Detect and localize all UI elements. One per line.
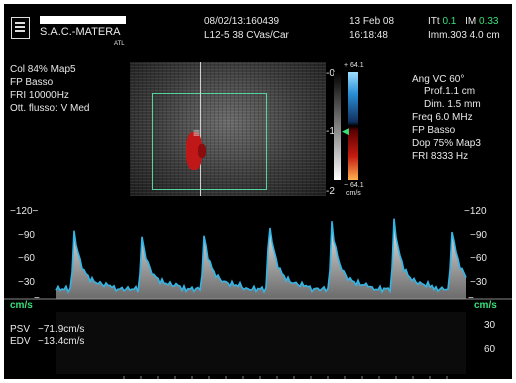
brand-label: ATL	[114, 41, 125, 47]
color-scale-top: + 64.1	[344, 62, 364, 69]
color-filter: FP Basso	[10, 77, 54, 88]
thermal-index: ITt 0.1 IM 0.33	[428, 16, 499, 27]
color-box-roi	[152, 93, 267, 190]
edv-label: EDV	[10, 336, 31, 347]
depth-label: -2	[326, 186, 335, 197]
color-gain: Col 84% Map5	[10, 64, 76, 75]
doppler-gain: Dop 75% Map3	[412, 138, 481, 149]
velocity-scale-label: −60	[18, 253, 35, 264]
depth-label: -1	[326, 126, 335, 137]
psv-value: −71.9cm/s	[38, 324, 85, 335]
velocity-scale-label-right: 60	[484, 344, 496, 355]
doppler-angle: Ang VC 60°	[412, 74, 465, 85]
velocity-scale-label-right: −	[468, 293, 474, 304]
spectral-fill	[56, 218, 466, 299]
velocity-scale-label-right: −120	[464, 206, 487, 217]
velocity-scale-label: −	[34, 293, 40, 304]
sample-gate-icon: ≡	[193, 126, 201, 140]
image-info: Imm.303 4.0 cm	[428, 30, 500, 41]
velocity-unit-left: cm/s	[10, 300, 33, 311]
velocity-scale-label: −120−	[10, 206, 39, 217]
velocity-scale-label-right: 30	[484, 320, 496, 331]
doppler-prf: FRI 8333 Hz	[412, 151, 469, 162]
center-name: S.A.C.-MATERA	[40, 26, 121, 38]
velocity-scale-label-right: −60	[470, 253, 487, 264]
doppler-filter: FP Basso	[412, 125, 456, 136]
depth-label: -0	[326, 68, 335, 79]
velocity-unit-right: cm/s	[474, 300, 497, 311]
psv-label: PSV	[10, 324, 31, 335]
baseline-marker-icon: ◀	[342, 126, 349, 136]
velocity-scale-label: −90	[18, 230, 35, 241]
ultrasound-screen: S.A.C.-MATERA ATL 08/02/13:160439 L12-5 …	[4, 4, 512, 379]
velocity-scale-label-right: −30	[470, 277, 487, 288]
study-id: 08/02/13:160439	[204, 16, 280, 27]
spectral-envelope	[55, 218, 467, 294]
color-scale-bottom: − 64.1	[344, 182, 364, 189]
doppler-frequency: Freq 6.0 MHz	[412, 112, 473, 123]
redacted-patient-name	[40, 16, 126, 24]
velocity-scale-label-right: −90	[470, 230, 487, 241]
gate-size: Dim. 1.5 mm	[424, 99, 481, 110]
below-baseline-noise	[56, 312, 466, 374]
velocity-scale-label: −30	[18, 277, 35, 288]
b-mode-image	[130, 62, 326, 196]
probe-preset: L12-5 38 CVas/Car	[204, 30, 289, 41]
color-flow-signal	[186, 132, 202, 170]
gate-depth: Prof.1.1 cm	[424, 86, 476, 97]
spectral-doppler-trace	[4, 218, 512, 379]
doppler-cursor-line	[200, 62, 201, 196]
color-scale-bar	[348, 72, 358, 180]
exam-date: 13 Feb 08	[349, 16, 395, 27]
edv-value: −13.4cm/s	[38, 336, 85, 347]
exam-time: 16:18:48	[349, 30, 388, 41]
color-scale-unit: cm/s	[346, 190, 361, 197]
gray-scale-bar	[334, 72, 341, 180]
flow-optimization: Ott. flusso: V Med	[10, 103, 90, 114]
color-prf: FRI 10000Hz	[10, 90, 69, 101]
philips-logo-icon	[11, 17, 30, 39]
